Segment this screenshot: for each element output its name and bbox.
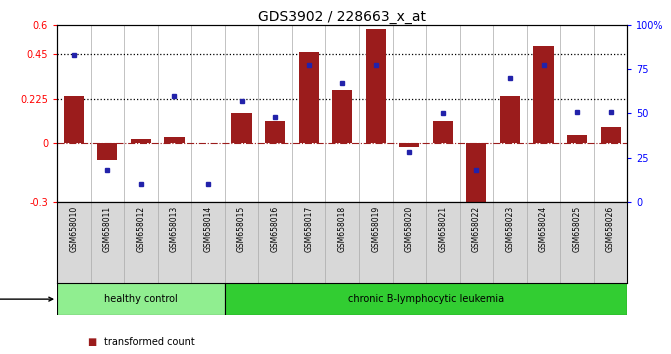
Text: GSM658019: GSM658019 [371,206,380,252]
Bar [567,135,587,143]
Bar [332,90,352,143]
Bar [601,127,621,143]
Text: GSM658026: GSM658026 [606,206,615,252]
Text: GSM658025: GSM658025 [572,206,582,252]
Bar [64,96,84,143]
Text: GSM658021: GSM658021 [438,206,448,252]
Bar [57,283,225,315]
Bar [225,283,627,315]
Text: GSM658018: GSM658018 [338,206,347,252]
Text: GSM658010: GSM658010 [69,206,79,252]
Text: ■: ■ [87,337,97,347]
Text: GSM658015: GSM658015 [237,206,246,252]
Text: GSM658023: GSM658023 [505,206,515,252]
Bar [299,52,319,143]
Text: GSM658012: GSM658012 [136,206,146,252]
Bar [533,46,554,143]
Bar [399,143,419,147]
Bar [97,143,117,160]
Bar [433,121,453,143]
Text: healthy control: healthy control [104,294,178,304]
Text: disease state: disease state [0,294,53,304]
Text: GSM658017: GSM658017 [304,206,313,252]
Text: GSM658022: GSM658022 [472,206,481,252]
Text: GSM658024: GSM658024 [539,206,548,252]
Bar [466,143,486,210]
Text: chronic B-lymphocytic leukemia: chronic B-lymphocytic leukemia [348,294,504,304]
Text: GSM658013: GSM658013 [170,206,179,252]
Title: GDS3902 / 228663_x_at: GDS3902 / 228663_x_at [258,10,426,24]
Bar [164,137,185,143]
Text: GSM658016: GSM658016 [270,206,280,252]
Text: GSM658020: GSM658020 [405,206,414,252]
Text: transformed count: transformed count [104,337,195,347]
Text: GSM658014: GSM658014 [203,206,213,252]
Text: GSM658011: GSM658011 [103,206,112,252]
Bar [265,121,285,143]
Bar [131,139,151,143]
Bar [500,96,520,143]
Bar [366,29,386,143]
Bar [231,113,252,143]
